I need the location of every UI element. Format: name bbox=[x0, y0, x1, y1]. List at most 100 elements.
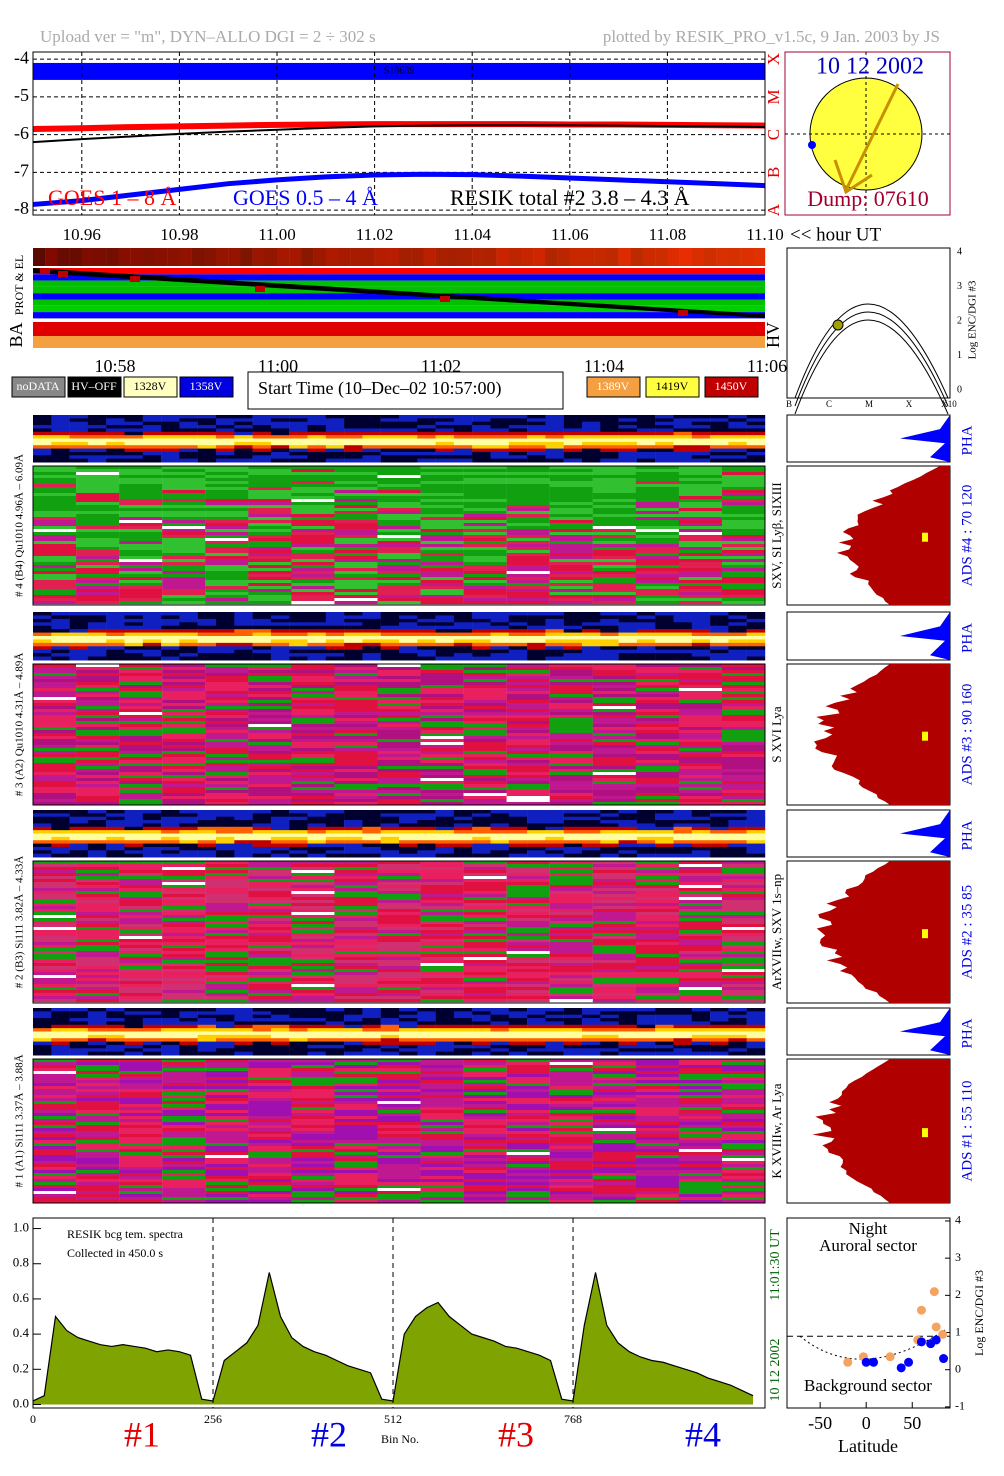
spectrogram-cell bbox=[420, 948, 464, 952]
spectrogram-cell bbox=[248, 565, 292, 569]
pha-strip-cell bbox=[472, 1028, 491, 1032]
timeline-cell bbox=[277, 248, 290, 266]
pha-strip-cell bbox=[234, 830, 253, 834]
spectrogram-cell bbox=[205, 724, 249, 728]
pha-strip-cell bbox=[252, 1008, 272, 1012]
pha-strip-cell bbox=[691, 629, 711, 634]
pha-strip-cell bbox=[87, 830, 107, 834]
spectrogram-cell bbox=[205, 924, 249, 928]
pha-strip-cell bbox=[746, 826, 766, 831]
spectrogram-cell bbox=[592, 559, 636, 563]
spectrogram-cell bbox=[248, 939, 292, 943]
spectrogram-cell bbox=[592, 508, 636, 512]
pha-strip-cell bbox=[344, 415, 363, 419]
pha-strip-cell bbox=[508, 1034, 528, 1039]
pha-histogram bbox=[900, 415, 950, 462]
spectrogram-cell bbox=[420, 574, 464, 578]
spectrogram-cell bbox=[291, 487, 335, 491]
line-label: SXV, SI Lyβ, SIXIII bbox=[769, 482, 784, 588]
pha-strip-cell bbox=[216, 455, 235, 460]
spectrogram-cell bbox=[162, 592, 206, 596]
pha-strip-cell bbox=[655, 1008, 674, 1012]
spectrogram-cell bbox=[678, 876, 723, 880]
spectrogram-cell bbox=[506, 589, 550, 593]
pha-strip-cell bbox=[728, 1031, 747, 1036]
pha-strip-cell bbox=[325, 1038, 345, 1043]
pha-strip-cell bbox=[417, 418, 436, 423]
spectrogram-cell bbox=[549, 945, 593, 949]
spectrogram-cell bbox=[635, 984, 680, 988]
pha-strip-cell bbox=[161, 458, 180, 463]
pha-strip-cell bbox=[417, 646, 436, 651]
spectrogram-cell bbox=[377, 1080, 421, 1084]
spectrogram-cell bbox=[76, 526, 120, 530]
spectrogram-cell bbox=[506, 556, 550, 560]
spectrogram-cell bbox=[33, 733, 77, 737]
pha-strip-cell bbox=[527, 1048, 546, 1053]
pha-strip-cell bbox=[197, 455, 217, 460]
spectrogram-cell bbox=[635, 912, 680, 916]
pha-strip-cell bbox=[728, 615, 747, 620]
pha-strip-cell bbox=[234, 836, 253, 841]
pha-strip-cell bbox=[673, 840, 692, 845]
pha-strip-cell bbox=[691, 840, 711, 845]
spectrogram-cell bbox=[549, 888, 593, 892]
spectrogram-cell bbox=[33, 897, 77, 901]
pha-strip-cell bbox=[69, 853, 89, 858]
spectrogram-cell bbox=[162, 670, 206, 674]
timeline-cell bbox=[606, 248, 619, 266]
pha-strip-cell bbox=[618, 646, 638, 651]
pha-strip-cell bbox=[142, 431, 162, 436]
spectrogram-cell bbox=[721, 724, 766, 728]
pha-strip-cell bbox=[307, 810, 326, 814]
pha-strip-cell bbox=[728, 820, 747, 824]
spectrogram-cell bbox=[33, 478, 77, 482]
spectrogram-cell bbox=[506, 484, 550, 488]
spectrogram-cell bbox=[635, 894, 680, 898]
pha-strip-cell bbox=[216, 1028, 235, 1032]
spectrogram-cell bbox=[119, 520, 163, 524]
spectrogram-cell bbox=[377, 565, 421, 569]
pha-strip-cell bbox=[124, 428, 143, 433]
spectrogram-cell bbox=[205, 885, 249, 889]
spectrogram-cell bbox=[592, 942, 636, 946]
spectrogram-cell bbox=[635, 541, 680, 545]
pha-strip-cell bbox=[51, 1024, 70, 1029]
pha-strip-cell bbox=[600, 1021, 619, 1026]
pha-strip-cell bbox=[655, 455, 674, 460]
pha-strip-cell bbox=[728, 445, 747, 450]
spectrogram-cell bbox=[291, 984, 335, 988]
spectrogram-cell bbox=[248, 553, 292, 557]
spectrogram-cell bbox=[721, 906, 766, 910]
spectrogram-cell bbox=[549, 876, 593, 880]
pha-strip-cell bbox=[453, 438, 473, 443]
spectrogram-cell bbox=[463, 559, 507, 563]
pha-strip-cell bbox=[710, 843, 729, 848]
pha-strip-cell bbox=[728, 438, 747, 443]
pha-strip-cell bbox=[124, 642, 143, 647]
spectrogram-cell bbox=[549, 580, 593, 584]
button-label: 1389V bbox=[597, 379, 630, 393]
spectrogram-cell bbox=[635, 1077, 680, 1081]
pha-strip-cell bbox=[582, 425, 601, 429]
pha-strip-cell bbox=[691, 816, 711, 821]
spectrogram-cell bbox=[420, 718, 464, 722]
pha-strip-cell bbox=[527, 1018, 546, 1022]
spectrogram-cell bbox=[76, 948, 120, 952]
pha-strip-cell bbox=[490, 1048, 509, 1053]
spectrogram-cell bbox=[678, 885, 723, 889]
pha-strip-cell bbox=[325, 636, 345, 640]
y-tick-label: -5 bbox=[14, 85, 29, 105]
spectrogram-cell bbox=[205, 903, 249, 907]
spectrogram-cell bbox=[377, 754, 421, 758]
spectrogram-cell bbox=[549, 960, 593, 964]
spectrogram-cell bbox=[377, 664, 421, 668]
pha-strip-cell bbox=[545, 618, 564, 623]
spectrogram-cell bbox=[334, 535, 378, 539]
spectrogram-cell bbox=[119, 670, 163, 674]
line-label: S XVI Lya bbox=[769, 706, 784, 763]
spectrogram-cell bbox=[33, 888, 77, 892]
spectrogram-cell bbox=[377, 939, 421, 943]
pha-strip-cell bbox=[289, 846, 308, 851]
pha-strip-cell bbox=[673, 1031, 692, 1036]
